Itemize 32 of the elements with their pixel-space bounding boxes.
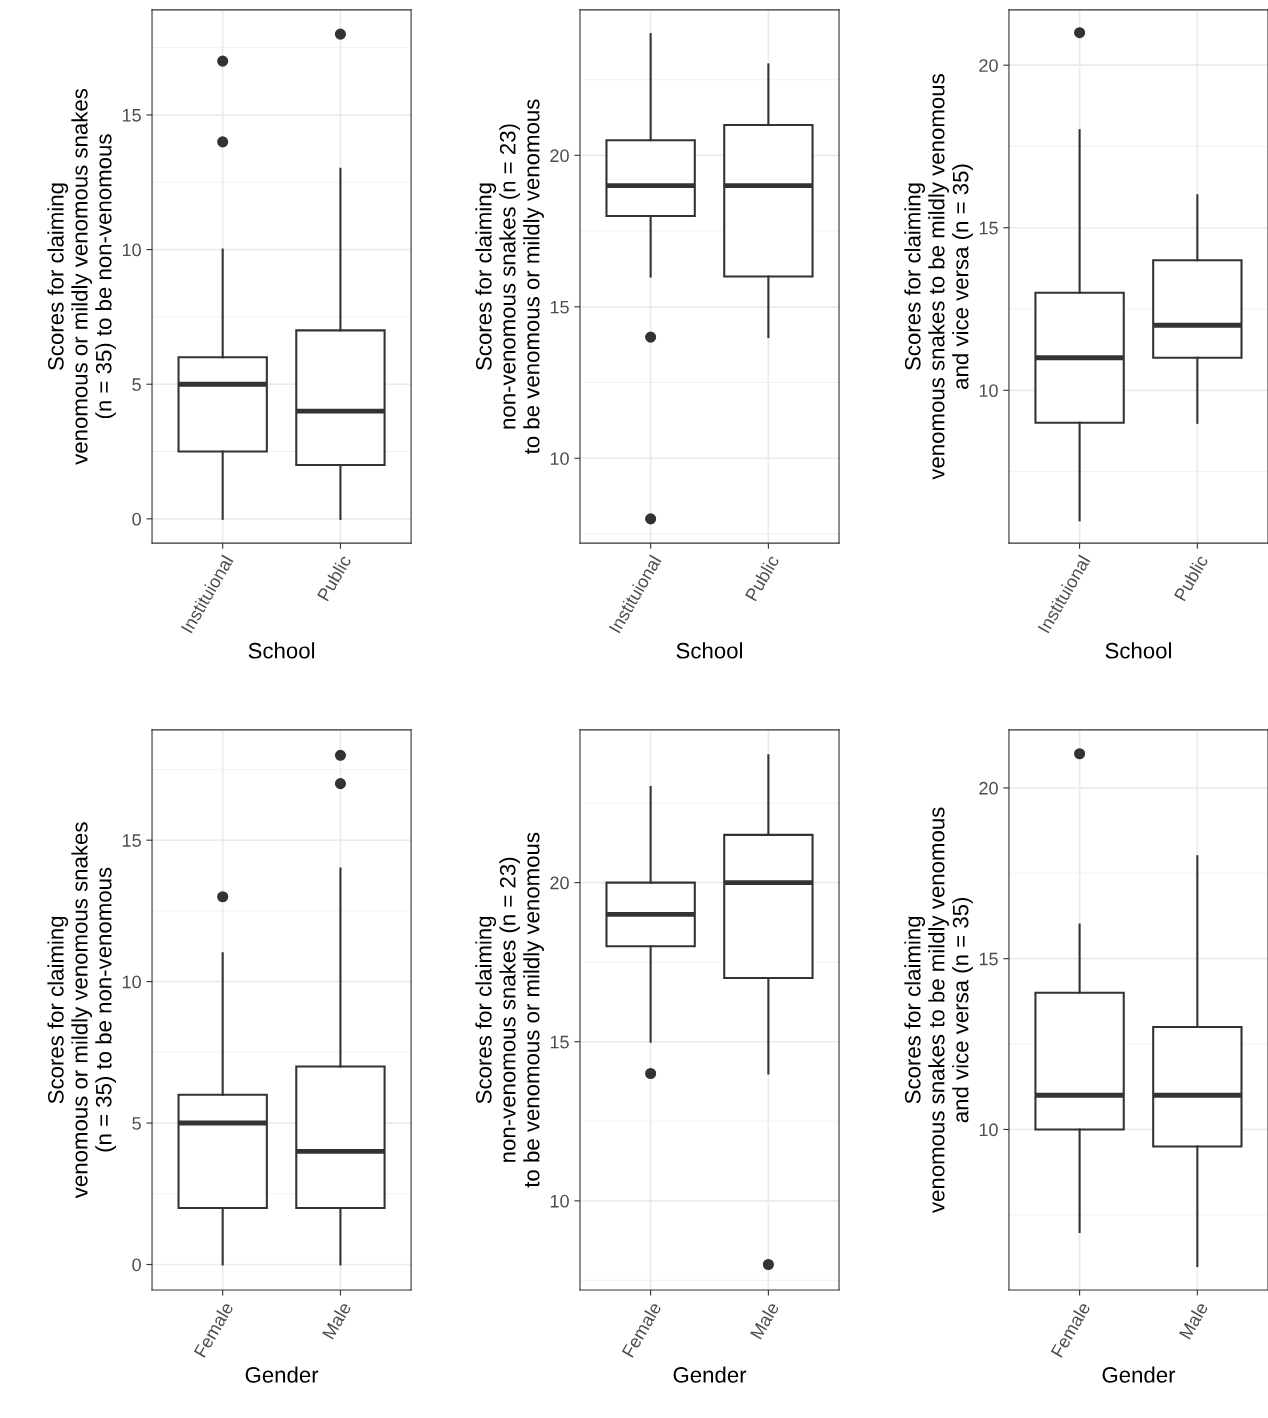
y-axis-title: Scores for claiming venomous or mildly venomous snakes (n = 35) to be non-venomous: [47, 88, 116, 465]
y-tick-label: 10: [550, 1194, 569, 1208]
x-axis-title: School: [676, 642, 742, 659]
y-tick-label: 10: [550, 452, 569, 465]
y-tick-label: 15: [550, 300, 569, 314]
y-tick-label: 15: [122, 109, 141, 122]
y-tick-label: 10: [979, 384, 998, 398]
y-tick-label: 15: [550, 1035, 569, 1049]
y-tick-label: 20: [550, 149, 569, 163]
x-axis-title: Gender: [1102, 1366, 1176, 1383]
y-tick-label: 0: [132, 1258, 141, 1272]
y-axis-title: Scores for claiming non-venomous snakes (n = 23) to be venomous or mildly venomous: [475, 99, 544, 455]
x-axis-title: Gender: [245, 1366, 319, 1383]
y-tick-label: 15: [122, 834, 141, 847]
y-tick-label: 15: [979, 952, 998, 966]
y-tick-label: 10: [979, 1123, 998, 1137]
x-axis-title: Gender: [673, 1366, 747, 1383]
y-tick-label: 10: [122, 975, 141, 989]
y-axis-title: Scores for claiming non-venomous snakes (n = 23) to be venomous or mildly venomous: [475, 832, 544, 1188]
y-tick-label: 5: [132, 1117, 141, 1130]
y-tick-label: 20: [979, 59, 998, 72]
y-axis-title: Scores for claiming venomous snakes to be mildly venomous and vice versa (n = 35): [904, 74, 973, 480]
y-axis-title: Scores for claiming venomous or mildly venomous snakes (n = 35) to be non-venomous: [47, 822, 116, 1199]
y-tick-label: 10: [122, 243, 141, 257]
y-axis-title: Scores for claiming venomous snakes to be mildly venomous and vice versa (n = 35): [904, 807, 973, 1213]
y-tick-label: 5: [132, 378, 141, 391]
y-tick-label: 15: [979, 221, 998, 235]
y-tick-label: 20: [550, 876, 569, 890]
y-tick-label: 20: [979, 781, 998, 795]
x-axis-title: School: [248, 642, 315, 659]
x-axis-title: School: [1105, 642, 1171, 659]
y-tick-label: 0: [132, 512, 141, 526]
